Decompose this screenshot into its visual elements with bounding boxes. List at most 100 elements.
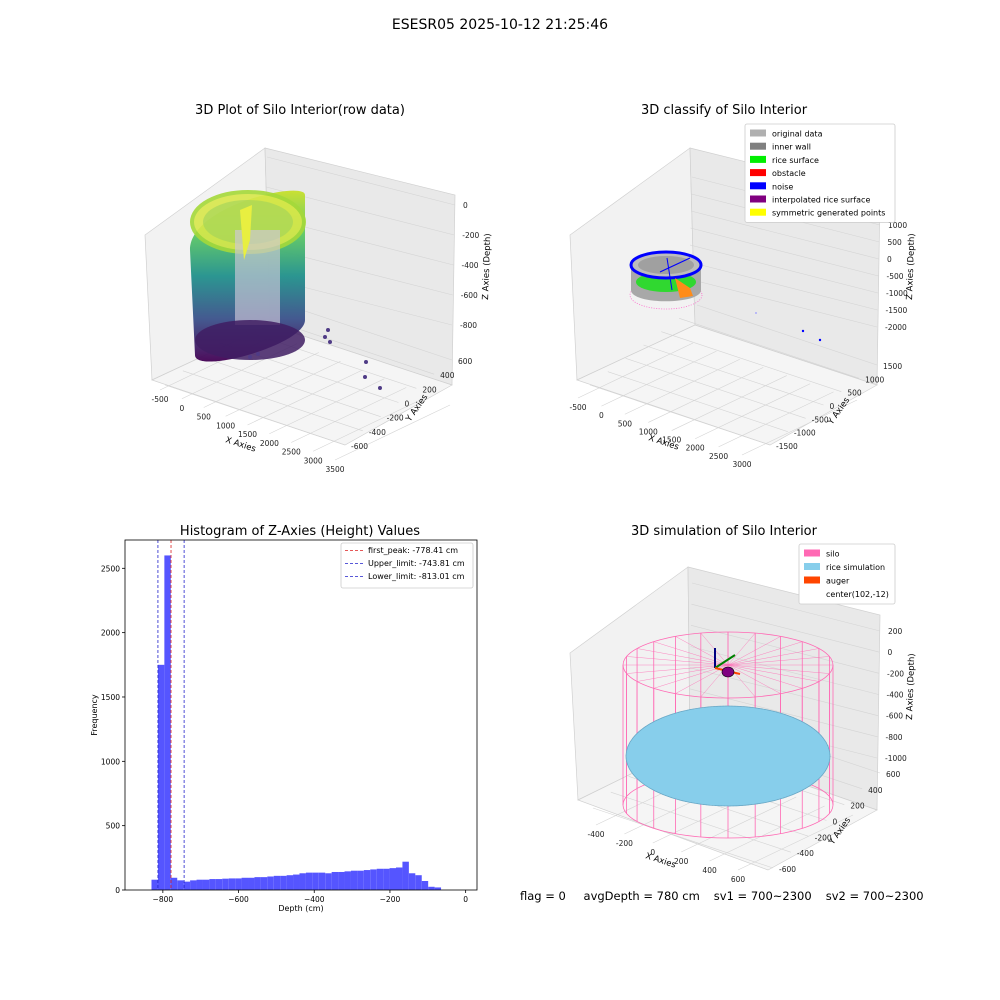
- panel2-x-tick-label: 1500: [662, 436, 681, 445]
- histogram-bar: [164, 555, 171, 890]
- panel2-x-tick-label: 3000: [732, 460, 751, 469]
- legend-entry: auger: [826, 577, 850, 586]
- histogram-bar: [248, 877, 255, 890]
- panel1-x-tick-label: 500: [197, 413, 212, 422]
- outlier-point: [248, 355, 252, 359]
- histogram-bar: [338, 871, 345, 890]
- histogram-bar: [241, 877, 249, 890]
- histogram-bar: [363, 870, 371, 890]
- legend-swatch: [804, 563, 820, 570]
- histogram-bar: [267, 876, 274, 890]
- legend-swatch: [804, 549, 820, 557]
- panel2-z-tick-label: 500: [888, 238, 903, 247]
- legend-entry: original data: [772, 130, 823, 139]
- panel4-z-tick-label: -1000: [885, 754, 907, 763]
- panel2-z-tick-label: -2000: [885, 323, 907, 332]
- histogram-vlines: [157, 540, 185, 890]
- legend-entry: inner wall: [772, 143, 811, 152]
- panel1-y-tick-label: -600: [351, 442, 368, 451]
- histogram-ylabel: Frequency: [90, 694, 99, 736]
- histogram-bar: [222, 878, 229, 890]
- histogram-bar: [196, 879, 203, 890]
- legend-swatch: [750, 169, 766, 177]
- panel2-zlabel: Z Axies (Depth): [905, 233, 917, 300]
- panel2-x-tick-label: 2000: [686, 444, 705, 453]
- panel2-x-tick-label: 0: [599, 411, 604, 420]
- panel4-zlabel: Z Axies (Depth): [905, 653, 917, 720]
- panel1-x-tick-label: 0: [179, 404, 184, 413]
- legend-entry: obstacle: [772, 169, 806, 178]
- histogram-bar: [428, 886, 435, 890]
- rice-simulation-surface: [625, 705, 831, 807]
- legend-entry: rice surface: [772, 156, 819, 165]
- panel4-z-tick-label: -600: [886, 712, 903, 721]
- panel4-x-tick-label: -200: [616, 839, 633, 848]
- panel2-z-tick-label: 1000: [888, 221, 907, 230]
- histogram-bar: [157, 664, 165, 890]
- histogram-y-tick-label: 1000: [101, 757, 120, 766]
- histogram-xlabel: Depth (cm): [278, 904, 323, 913]
- panel2-z-tick-label: -1500: [886, 306, 908, 315]
- panel4-y-tick-label: 0: [833, 818, 838, 827]
- panel2-y-tick-label: 0: [830, 402, 835, 411]
- panel2-x-tick-label: 500: [618, 419, 633, 428]
- panel1-y-tick-label: 200: [422, 385, 437, 394]
- panel1-x-tick-label: 3000: [304, 456, 323, 465]
- histogram-bar: [228, 878, 236, 890]
- outlier-points: [248, 328, 382, 390]
- legend-entry: noise: [772, 182, 793, 191]
- legend-entry: center(102,-12): [826, 590, 889, 599]
- histogram-bar: [415, 875, 422, 890]
- histogram-bar: [318, 872, 326, 890]
- histogram-bar: [299, 873, 306, 890]
- auger-marker: [714, 648, 741, 678]
- panel1-zlabel: Z Axies (Depth): [481, 233, 493, 300]
- panel4-legend: silo rice simulation auger center(102,-12): [798, 543, 896, 605]
- histogram-bar: [396, 867, 403, 890]
- histogram-y-tick-label: 0: [115, 886, 120, 895]
- figure-title: ESESR05 2025-10-12 21:25:46: [391, 17, 609, 33]
- panel2-legend: original data inner wall rice surface obsta…: [744, 123, 896, 223]
- legend-entry: Lower_limit: -813.01 cm: [368, 572, 465, 581]
- histogram-x-tick-label: −800: [153, 895, 174, 904]
- histogram-bar: [280, 875, 287, 890]
- histogram-frame: [124, 539, 478, 891]
- legend-swatch: [750, 182, 766, 190]
- histogram-bar: [215, 879, 223, 890]
- histogram-bar: [408, 873, 416, 890]
- outlier-point: [363, 375, 367, 379]
- histogram-legend: first_peak: -778.41 cm Upper_limit: -743.…: [340, 542, 474, 589]
- panel1-y-tick-label: 600: [458, 357, 473, 366]
- legend-entry: rice simulation: [826, 563, 885, 572]
- outlier-point: [378, 386, 382, 390]
- histogram-y-tick-label: 2000: [101, 629, 120, 638]
- panel4-x-tick-label: 0: [650, 848, 655, 857]
- panel1-x-tick-label: 1500: [238, 430, 257, 439]
- histogram-bar: [293, 874, 300, 890]
- panel1-y-tick-label: 0: [405, 400, 410, 409]
- panel4-title: 3D simulation of Silo Interior: [631, 524, 817, 539]
- silo-point-cloud: [190, 190, 306, 362]
- legend-entry: interpolated rice surface: [772, 196, 870, 205]
- panel4-x-tick-label: 200: [674, 857, 689, 866]
- histogram-x-tick-label: −400: [304, 895, 325, 904]
- legend-entry: silo: [826, 550, 840, 559]
- legend-swatch: [750, 208, 766, 216]
- histogram-y-tick-label: 500: [106, 822, 121, 831]
- panel4-z-tick-label: -800: [886, 733, 903, 742]
- histogram-y-tick-label: 1500: [101, 693, 120, 702]
- panel1-x-tick-label: 1000: [216, 421, 235, 430]
- panel2-y-tick-label: -1500: [776, 442, 798, 451]
- panel2-y-tick-label: 1000: [865, 375, 884, 384]
- histogram-x-tick-label: 0: [463, 895, 468, 904]
- panel1-z-tick-label: 0: [463, 201, 468, 210]
- panel1-z-tick-label: -600: [461, 291, 478, 300]
- panel4-x-tick-label: -400: [587, 830, 604, 839]
- panel4-z-tick-label: 0: [888, 648, 893, 657]
- histogram-bar: [344, 871, 351, 890]
- histogram-bar: [183, 881, 191, 890]
- histogram-bar: [170, 877, 178, 890]
